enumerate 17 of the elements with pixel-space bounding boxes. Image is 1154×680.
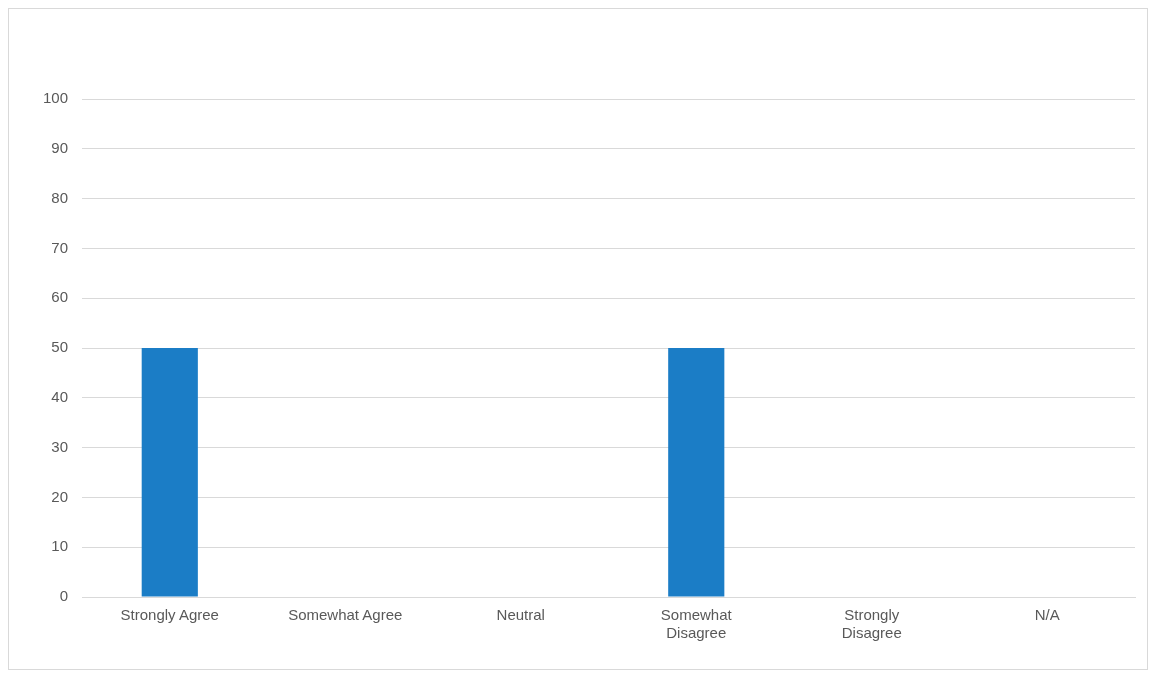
- x-tick-label: N/A: [1034, 606, 1060, 624]
- x-tick-label: Somewhat Disagree: [660, 606, 733, 642]
- y-tick-label: 80: [51, 188, 69, 206]
- y-tick-label: 20: [51, 487, 69, 505]
- y-tick-label: 90: [51, 138, 69, 156]
- y-tick-label: 0: [59, 587, 69, 605]
- x-tick-label: Somewhat Agree: [288, 606, 403, 624]
- y-tick-label: 40: [51, 387, 69, 405]
- x-tick-label: Strongly Disagree: [841, 606, 902, 642]
- y-tick-label: 100: [43, 89, 69, 107]
- y-tick-label: 10: [51, 537, 69, 555]
- y-tick-label: 30: [51, 437, 69, 455]
- y-tick-label: 60: [51, 288, 69, 306]
- x-tick-label: Neutral: [496, 606, 545, 624]
- y-tick-label: 70: [51, 238, 69, 256]
- y-tick-label: 50: [51, 338, 69, 356]
- x-tick-label: Strongly Agree: [120, 606, 219, 624]
